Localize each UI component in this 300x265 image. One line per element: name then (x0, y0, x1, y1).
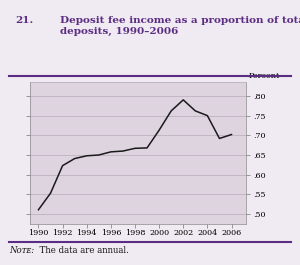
Text: Deposit fee income as a proportion of total domestic
deposits, 1990–2006: Deposit fee income as a proportion of to… (60, 16, 300, 36)
Text: Percent: Percent (248, 72, 279, 80)
Text: 21.: 21. (15, 16, 33, 25)
Text: The data are annual.: The data are annual. (34, 246, 129, 255)
Text: Nᴏᴛᴇ:: Nᴏᴛᴇ: (9, 246, 34, 255)
